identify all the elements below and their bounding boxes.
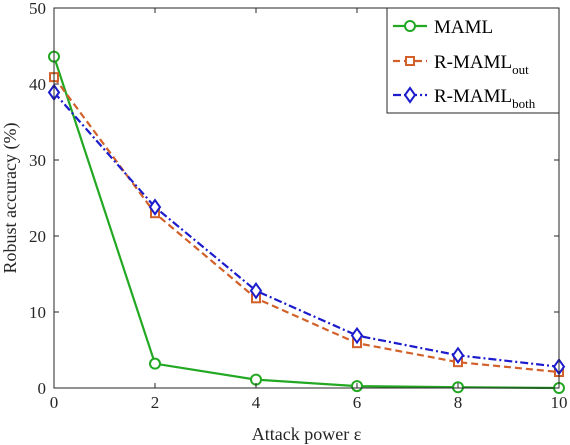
- legend-item: MAML: [393, 17, 493, 38]
- axes-box: [53, 7, 560, 389]
- plot-layer: [47, 50, 566, 394]
- legend-swatch-marker: [403, 86, 417, 104]
- legend-label-main: R-MAML: [434, 86, 512, 107]
- legend-label-subscript: out: [512, 62, 529, 77]
- y-tick-label: 10: [29, 303, 46, 322]
- series-line: [53, 76, 560, 374]
- x-tick-label: 4: [252, 393, 261, 412]
- series-square: [49, 72, 564, 378]
- y-tick-label: 20: [29, 227, 46, 246]
- legend-swatch-marker: [404, 20, 416, 32]
- series-circle: [48, 50, 565, 394]
- legend-item: R-MAMLout: [393, 52, 529, 77]
- y-tick-label: 50: [29, 0, 46, 18]
- legend-swatch-marker: [405, 56, 415, 66]
- x-axis-title: Attack power ε: [252, 424, 362, 444]
- x-tick-label: 10: [551, 393, 568, 412]
- data-point: [350, 326, 364, 345]
- series-line: [53, 91, 560, 368]
- data-point: [451, 346, 465, 365]
- legend-label: R-MAMLout: [434, 52, 529, 77]
- y-tick-label: 30: [29, 151, 46, 170]
- x-tick-label: 2: [151, 393, 160, 412]
- data-point: [148, 198, 162, 216]
- series-diamond: [47, 83, 566, 376]
- y-tick-label: 0: [38, 379, 47, 398]
- x-tick-label: 6: [353, 393, 362, 412]
- y-axis-title: Robust accuracy (%): [0, 123, 21, 274]
- legend-label: R-MAMLboth: [434, 86, 536, 111]
- legend-item: R-MAMLboth: [393, 86, 536, 111]
- legend-label: MAML: [434, 17, 493, 38]
- series-line: [52, 56, 560, 390]
- x-tick-label: 0: [50, 393, 59, 412]
- y-tick-label: 40: [29, 75, 46, 94]
- legend-label-main: MAML: [434, 17, 493, 38]
- legend-label-subscript: both: [512, 96, 536, 111]
- legend-label-main: R-MAML: [434, 52, 512, 73]
- x-tick-label: 8: [454, 393, 463, 412]
- data-point: [249, 281, 263, 300]
- axes: 0 2 4 6 8 10 0 10 20 30 40 50: [29, 0, 568, 412]
- data-point: [149, 357, 161, 370]
